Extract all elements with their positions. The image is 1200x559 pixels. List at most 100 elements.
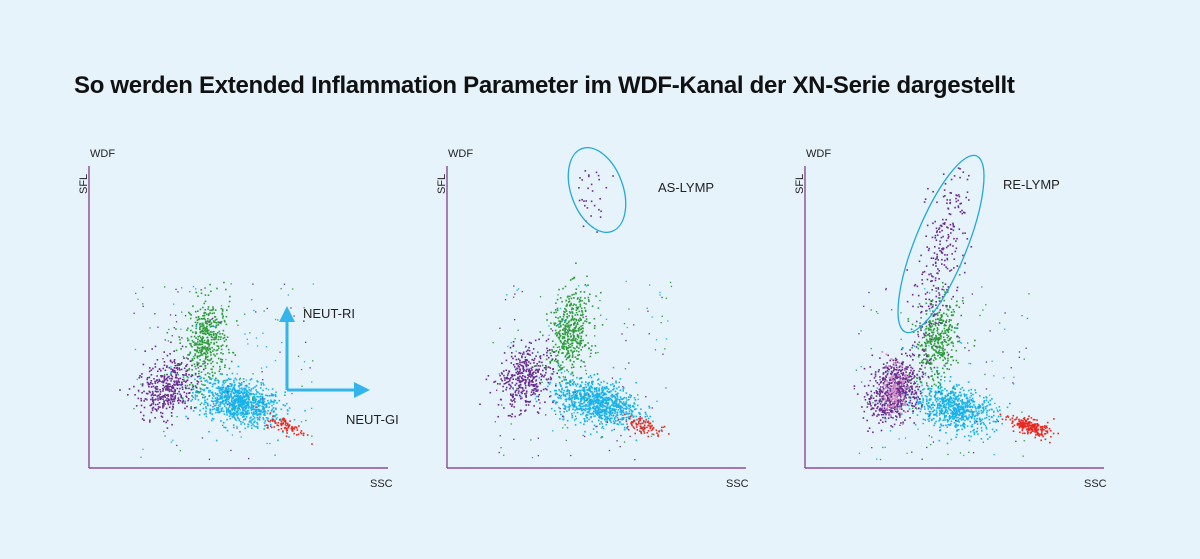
background-point [504,299,507,301]
neutrophils-point [976,414,979,417]
lymphocytes-point [956,300,958,303]
background-point [633,324,635,326]
page-title: So werden Extended Inflammation Paramete… [74,72,1015,99]
neutrophils-point [227,408,229,411]
neutrophils-point [222,381,224,384]
lymphocytes-point [575,350,578,352]
neutrophils-point [621,403,624,405]
neutrophils-point [574,395,576,397]
neutrophils-point [233,411,235,414]
monocytes-point [168,390,171,393]
monocytes-point [150,411,153,414]
neutrophils-point [957,420,960,422]
neutrophils-point [230,402,232,405]
lymphocytes-point [580,349,582,351]
lymphocytes-point [559,325,562,328]
lymphocytes-point [584,284,587,286]
eosinophils-point [287,423,289,426]
background-point [637,394,639,396]
monocytes-point [119,389,121,391]
neutrophils-point [206,387,209,389]
monocytes-point [142,414,145,417]
lymphocytes-point [565,358,568,361]
neutrophils-point [951,410,954,413]
neutrophils-point [568,394,571,396]
neutrophils-point [946,399,948,401]
neutrophils-point [261,401,263,404]
monocytes-point [172,369,174,372]
background-point [256,345,259,347]
eosinophils-point [284,421,287,423]
neutrophils-point [221,391,223,393]
background-point [231,408,233,410]
neutrophils-point [957,408,960,410]
monocytes-point [521,365,524,367]
neutrophils-point [571,415,574,417]
neutrophils-point [604,415,606,417]
lymphocytes-point [569,324,572,327]
neutrophils-point [948,401,950,404]
background-point [562,344,564,347]
neutrophils-point [576,397,578,400]
neutrophils-point [240,402,243,404]
background-point [597,351,599,354]
neutrophils-point [591,387,593,389]
monocytes-point [518,390,520,392]
neutrophils-point [996,418,998,421]
neutrophils-point [216,407,218,409]
neutrophils-point [612,402,614,404]
lymphocytes-point [587,342,589,344]
lymphocytes-point [216,353,218,355]
background-point [263,310,265,312]
monocytes-point [154,380,156,383]
background-point [162,358,164,360]
neutrophils-point [264,414,266,416]
lymphocytes-point [926,309,928,312]
neutrophils-point [927,408,930,410]
neutrophils-point [599,397,602,399]
neutrophils-point [246,411,248,413]
neutrophils-point [592,407,594,410]
neutrophils-point [568,396,571,399]
background-point [142,305,144,307]
lymphocytes-point [566,352,569,354]
neutrophils-point [998,406,1001,408]
monocytes-point [154,417,156,419]
lymphocytes-point [576,342,578,344]
lymphocytes-point [216,332,219,334]
background-point [552,430,554,432]
neutrophils-point [612,395,615,397]
neutrophils-point [952,418,955,420]
neutrophils-point [966,406,969,409]
neutrophils-point [248,383,251,385]
monocytes-point [543,375,545,378]
neutrophils-point [252,387,255,389]
neutrophils-point [590,399,593,402]
neutrophils-point [633,397,636,399]
neutrophils-point [243,388,245,391]
monocytes-point [155,388,157,390]
monocytes-point [156,375,158,377]
lymphocytes-point [570,297,573,300]
background-point [180,328,182,330]
monocytes-point [528,375,530,377]
monocytes-point [149,421,151,423]
monocytes-point [168,399,171,401]
lymphocytes-point [940,341,942,344]
monocytes-point [146,381,149,384]
lymphocytes-point [200,388,202,390]
neutrophils-point [652,420,654,423]
neutrophils-point [977,433,979,435]
neutrophils-point [252,418,254,420]
background-point [297,355,300,357]
background-point [651,316,653,318]
lymphocytes-point [569,295,571,298]
monocytes-point [479,403,481,406]
neutrophils-point [219,401,221,404]
as-lymp-point [598,208,600,211]
neutrophils-point [622,423,625,426]
neutrophils-point [603,387,606,390]
neutrophils-point [221,395,224,398]
neutrophils-point [227,401,230,403]
background-point [211,377,213,379]
